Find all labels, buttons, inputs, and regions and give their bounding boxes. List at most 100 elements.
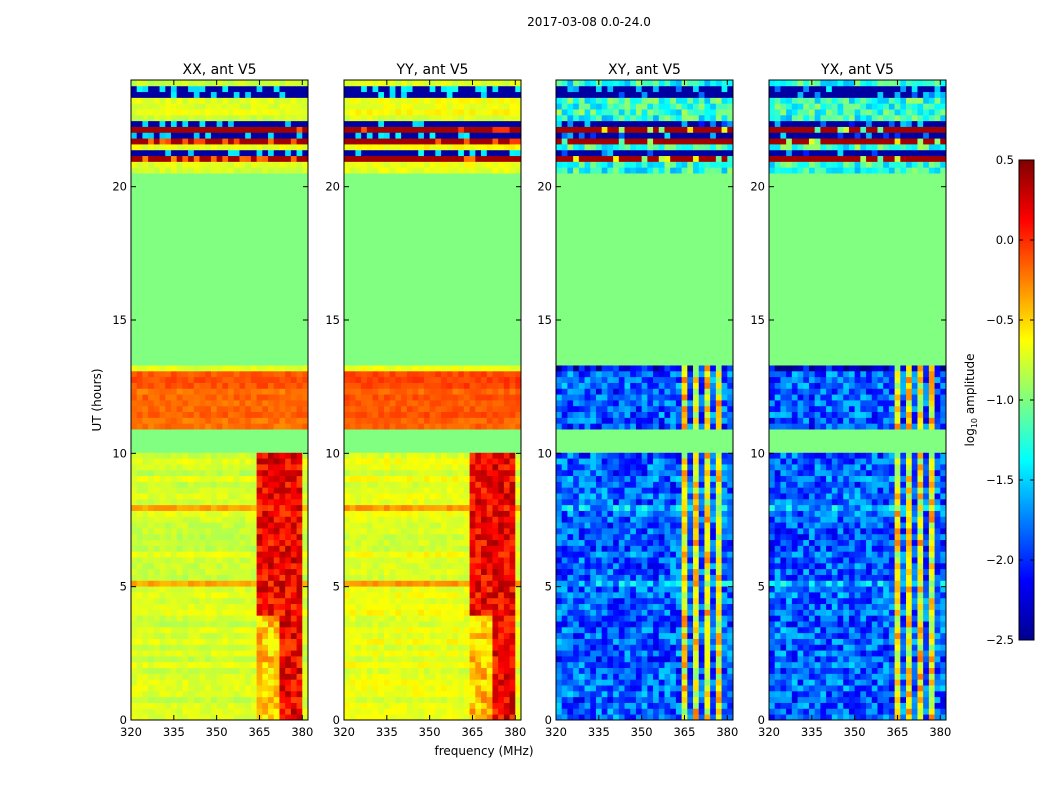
heatmap-cell [273, 632, 280, 639]
heatmap-cell [176, 679, 183, 686]
heatmap-cell [159, 661, 166, 669]
heatmap-cell [268, 568, 275, 575]
heatmap-cell [148, 161, 155, 168]
heatmap-cell [509, 498, 516, 506]
heatmap-cell [503, 562, 510, 570]
heatmap-cell [222, 283, 229, 290]
heatmap-cell [142, 330, 149, 337]
heatmap-cell [199, 626, 206, 634]
heatmap-cell [210, 394, 218, 401]
heatmap-cell [383, 626, 391, 634]
heatmap-cell [176, 644, 183, 651]
heatmap-cell [441, 574, 448, 581]
heatmap-cell [469, 464, 476, 471]
heatmap-cell [262, 714, 269, 721]
heatmap-cell [239, 539, 246, 546]
heatmap-cell [469, 446, 476, 453]
heatmap-cell [148, 498, 155, 506]
heatmap-cell [383, 690, 391, 698]
heatmap-cell [239, 656, 246, 663]
heatmap-cell [296, 138, 303, 145]
heatmap-cell [435, 434, 442, 442]
heatmap-cell [262, 289, 269, 296]
heatmap-cell [285, 574, 292, 581]
heatmap-cell [372, 685, 379, 692]
heatmap-cell [176, 487, 183, 494]
heatmap-cell [148, 632, 155, 639]
heatmap-cell [389, 690, 396, 698]
heatmap-cell [222, 277, 229, 285]
heatmap-cell [441, 522, 448, 529]
heatmap-cell [210, 318, 218, 325]
heatmap-cell [372, 429, 379, 436]
heatmap-cell [228, 155, 235, 162]
heatmap-cell [268, 714, 275, 721]
heatmap-cell [302, 638, 309, 645]
heatmap-cell [366, 452, 373, 459]
heatmap-cell [429, 708, 436, 715]
heatmap-cell [210, 336, 218, 343]
heatmap-cell [302, 557, 309, 564]
heatmap-cell [210, 167, 218, 174]
heatmap-cell [131, 219, 138, 226]
heatmap-cell [429, 626, 436, 634]
heatmap-cell [159, 324, 166, 331]
heatmap-cell [188, 417, 195, 424]
heatmap-cell [245, 242, 252, 250]
heatmap-cell [469, 679, 476, 686]
heatmap-cell [509, 434, 516, 442]
heatmap-cell [412, 708, 419, 715]
heatmap-cell [290, 237, 297, 244]
heatmap-cell [475, 469, 482, 477]
heatmap-cell [233, 132, 240, 139]
heatmap-cell [503, 440, 510, 447]
heatmap-cell [423, 609, 431, 616]
heatmap-cell [188, 679, 195, 686]
heatmap-cell [136, 650, 143, 657]
heatmap-cell [290, 295, 297, 302]
heatmap-cell [302, 272, 309, 279]
heatmap-cell [361, 603, 368, 610]
heatmap-cell [279, 400, 286, 407]
heatmap-cell [389, 475, 396, 482]
heatmap-cell [458, 493, 465, 500]
heatmap-cell [279, 97, 286, 104]
heatmap-cell [372, 562, 379, 570]
heatmap-cell [142, 685, 149, 692]
heatmap-cell [233, 592, 240, 599]
heatmap-cell [372, 667, 379, 674]
heatmap-cell [446, 621, 453, 628]
heatmap-cell [515, 545, 522, 552]
heatmap-cell [176, 330, 183, 337]
heatmap-cell [273, 103, 280, 110]
heatmap-cell [406, 568, 413, 575]
heatmap-cell [486, 481, 493, 488]
heatmap-cell [492, 592, 499, 599]
heatmap-cell [199, 510, 206, 517]
heatmap-cell [136, 196, 143, 203]
heatmap-cell [481, 650, 488, 657]
heatmap-cell [366, 557, 373, 564]
heatmap-cell [395, 429, 402, 436]
heatmap-cell [131, 644, 138, 651]
heatmap-cell [245, 295, 252, 302]
heatmap-cell [458, 592, 465, 599]
heatmap-cell [153, 557, 160, 564]
heatmap-cell [279, 109, 286, 116]
heatmap-cell [423, 673, 431, 680]
heatmap-cell [285, 557, 292, 564]
heatmap-cell [429, 592, 436, 599]
heatmap-cell [131, 272, 138, 279]
heatmap-cell [515, 603, 522, 610]
heatmap-cell [435, 528, 442, 535]
heatmap-cell [285, 626, 292, 634]
heatmap-cell [262, 469, 269, 477]
heatmap-cell [153, 417, 160, 424]
heatmap-cell [378, 504, 385, 511]
heatmap-cell [486, 533, 493, 541]
heatmap-cell [233, 318, 240, 325]
heatmap-cell [176, 341, 183, 349]
heatmap-cell [210, 149, 218, 157]
heatmap-cell [412, 533, 419, 541]
heatmap-cell [389, 586, 396, 593]
